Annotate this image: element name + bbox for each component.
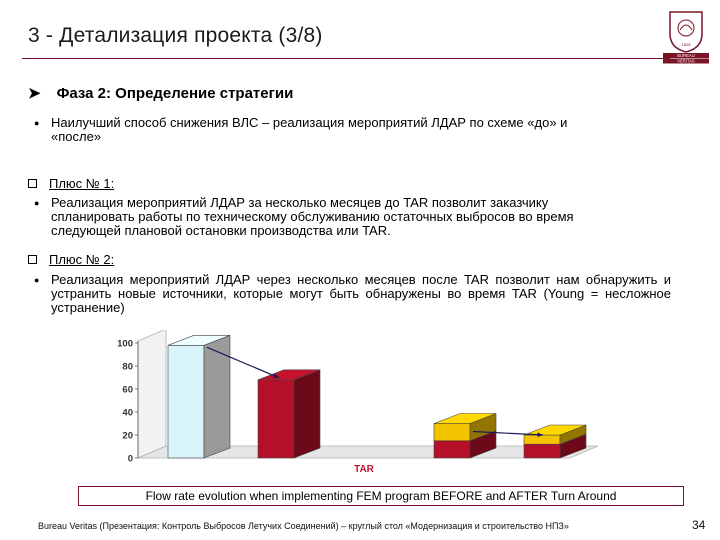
bullet-text: Реализация мероприятий ЛДАР за несколько… (51, 195, 574, 238)
slide-title: 3 - Детализация проекта (3/8) (28, 24, 323, 47)
bar-segment (167, 345, 205, 459)
bar-side (203, 334, 231, 459)
flow-rate-chart: 0 20 40 60 80 100 TAR (117, 330, 599, 475)
bar-top (523, 424, 587, 436)
trend-arrow (472, 430, 544, 436)
bullet-text: Реализация мероприятий ЛДАР через нескол… (51, 272, 671, 315)
bar-segment (433, 423, 471, 442)
logo-year: 1828 (682, 42, 692, 47)
plus-2-heading: Плюс № 2: (28, 252, 114, 267)
bar-top (167, 335, 231, 346)
arrowhead-icon (537, 432, 543, 438)
dot-icon: ● (34, 198, 40, 208)
title-divider (22, 58, 670, 59)
page-number: 34 (692, 518, 706, 532)
tar-label: TAR (354, 464, 375, 475)
dot-icon: ● (34, 275, 40, 285)
y-tick-label: 100 (117, 339, 133, 350)
bar-side (293, 369, 321, 459)
y-tick-label: 40 (122, 408, 133, 419)
trend-arrow (206, 346, 280, 379)
y-tick-label: 80 (122, 362, 133, 373)
arrowhead-icon: ➤ (28, 85, 41, 102)
dot-icon: ● (34, 118, 40, 128)
logo-text-line2: VERITAS (677, 59, 695, 64)
plus-1-heading-text: Плюс № 1: (49, 176, 115, 191)
bullet-item: ● Реализация мероприятий ЛДАР через неск… (34, 273, 671, 315)
bar-top (433, 413, 497, 424)
y-tick-label: 20 (122, 431, 133, 442)
bullet-item: ● Наилучший способ снижения ВЛС – реализ… (34, 116, 611, 144)
phase-heading: ➤ Фаза 2: Определение стратегии (28, 84, 294, 103)
chart-side-wall (137, 330, 167, 459)
bullet-item: ● Реализация мероприятий ЛДАР за несколь… (34, 196, 631, 238)
footer-text: Bureau Veritas (Презентация: Контроль Вы… (38, 521, 569, 531)
bar-segment (257, 379, 295, 459)
bullet-text: Наилучший способ снижения ВЛС – реализац… (51, 115, 568, 144)
checkbox-icon (28, 255, 37, 264)
bar-segment (523, 443, 561, 459)
logo-text-line1: BUREAU (677, 53, 694, 58)
y-tick-label: 60 (122, 385, 133, 396)
arrowhead-icon (273, 373, 279, 378)
bar-segment (433, 440, 471, 459)
bar-segment (523, 434, 561, 445)
y-tick-label: 0 (128, 454, 133, 465)
chart-caption: Flow rate evolution when implementing FE… (78, 486, 684, 506)
phase-heading-text: Фаза 2: Определение стратегии (56, 84, 294, 102)
bureau-veritas-logo: BUREAU VERITAS 1828 (663, 11, 709, 64)
plus-2-heading-text: Плюс № 2: (49, 252, 115, 267)
plus-1-heading: Плюс № 1: (28, 176, 114, 191)
checkbox-icon (28, 179, 37, 188)
